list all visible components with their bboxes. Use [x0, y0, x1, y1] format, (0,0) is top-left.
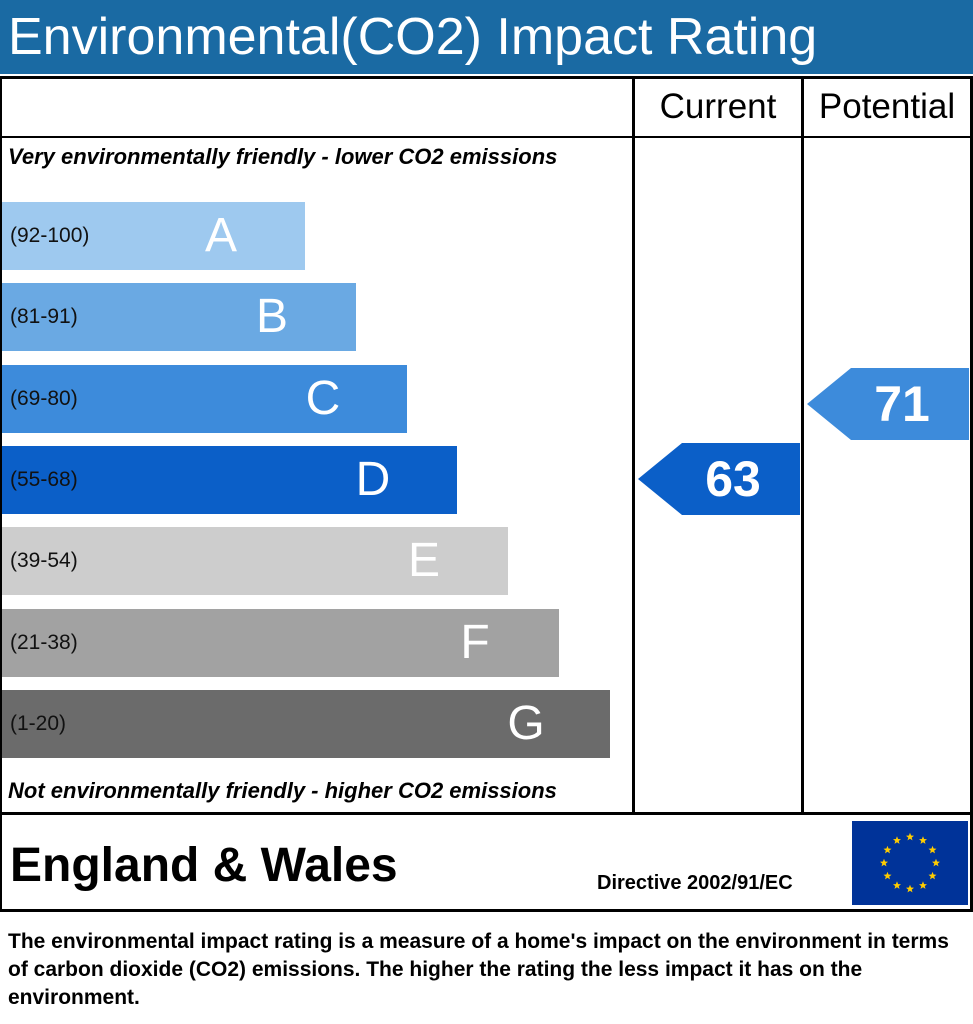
current-column-header: Current — [659, 87, 777, 126]
potential-rating-value: 71 — [874, 376, 930, 432]
potential-rating-arrow: 71 — [807, 368, 969, 440]
frame-right — [970, 76, 973, 912]
eu-star-icon — [928, 845, 937, 854]
band-range-label: (92-100) — [10, 224, 90, 247]
eu-stars — [880, 832, 940, 893]
eu-star-icon — [919, 836, 927, 844]
frame-footer-bottom — [0, 909, 973, 912]
band-range-label: (69-80) — [10, 387, 78, 410]
frame-left — [0, 76, 2, 912]
directive-label: Directive 2002/91/EC — [597, 872, 793, 894]
band-letter: F — [460, 616, 490, 669]
eu-star-icon — [880, 858, 888, 867]
bottom-caption: Not environmentally friendly - higher CO… — [8, 778, 557, 803]
eu-star-icon — [932, 858, 940, 867]
frame-current-left — [632, 76, 635, 815]
rating-band-a: (92-100) A — [2, 202, 305, 270]
band-range-label: (1-20) — [10, 712, 67, 735]
current-rating-arrow: 63 — [638, 443, 800, 515]
frame-top — [0, 76, 973, 79]
current-arrow-shape — [638, 443, 800, 515]
band-letter: A — [204, 209, 237, 262]
current-rating-value: 63 — [705, 451, 761, 507]
eu-star-icon — [928, 871, 937, 880]
band-range-label: (55-68) — [10, 468, 78, 491]
eu-star-icon — [906, 884, 914, 893]
eu-star-icon — [883, 871, 892, 880]
potential-column-header: Potential — [818, 87, 956, 126]
band-letter: C — [305, 372, 341, 425]
frame-header-divider — [0, 136, 973, 138]
region-label: England & Wales — [10, 839, 398, 892]
band-letter: E — [407, 534, 440, 587]
eu-star-icon — [906, 832, 914, 841]
top-caption: Very environmentally friendly - lower CO… — [8, 144, 558, 169]
eu-star-icon — [883, 845, 892, 854]
band-range-label: (39-54) — [10, 549, 78, 572]
band-letter: D — [355, 453, 391, 506]
band-letter: B — [255, 290, 288, 343]
title-bar — [0, 0, 973, 74]
page-title: Environmental(CO2) Impact Rating — [8, 8, 818, 66]
band-range-label: (21-38) — [10, 631, 78, 654]
rating-band-d: (55-68) D — [2, 446, 457, 514]
frame-potential-left — [801, 76, 804, 815]
rating-band-f: (21-38) F — [2, 609, 559, 677]
eu-star-icon — [893, 881, 901, 889]
potential-arrow-shape — [807, 368, 969, 440]
eu-star-icon — [893, 836, 901, 844]
band-letter: G — [507, 697, 545, 750]
frame-chart-bottom — [0, 812, 973, 815]
eu-star-icon — [919, 881, 927, 889]
description-text: The environmental impact rating is a mea… — [8, 930, 949, 1009]
rating-band-g: (1-20) G — [2, 690, 610, 758]
eu-flag-icon — [852, 821, 968, 905]
rating-band-e: (39-54) E — [2, 527, 508, 595]
rating-band-b: (81-91) B — [2, 283, 356, 351]
rating-band-c: (69-80) C — [2, 365, 407, 433]
band-range-label: (81-91) — [10, 305, 78, 328]
